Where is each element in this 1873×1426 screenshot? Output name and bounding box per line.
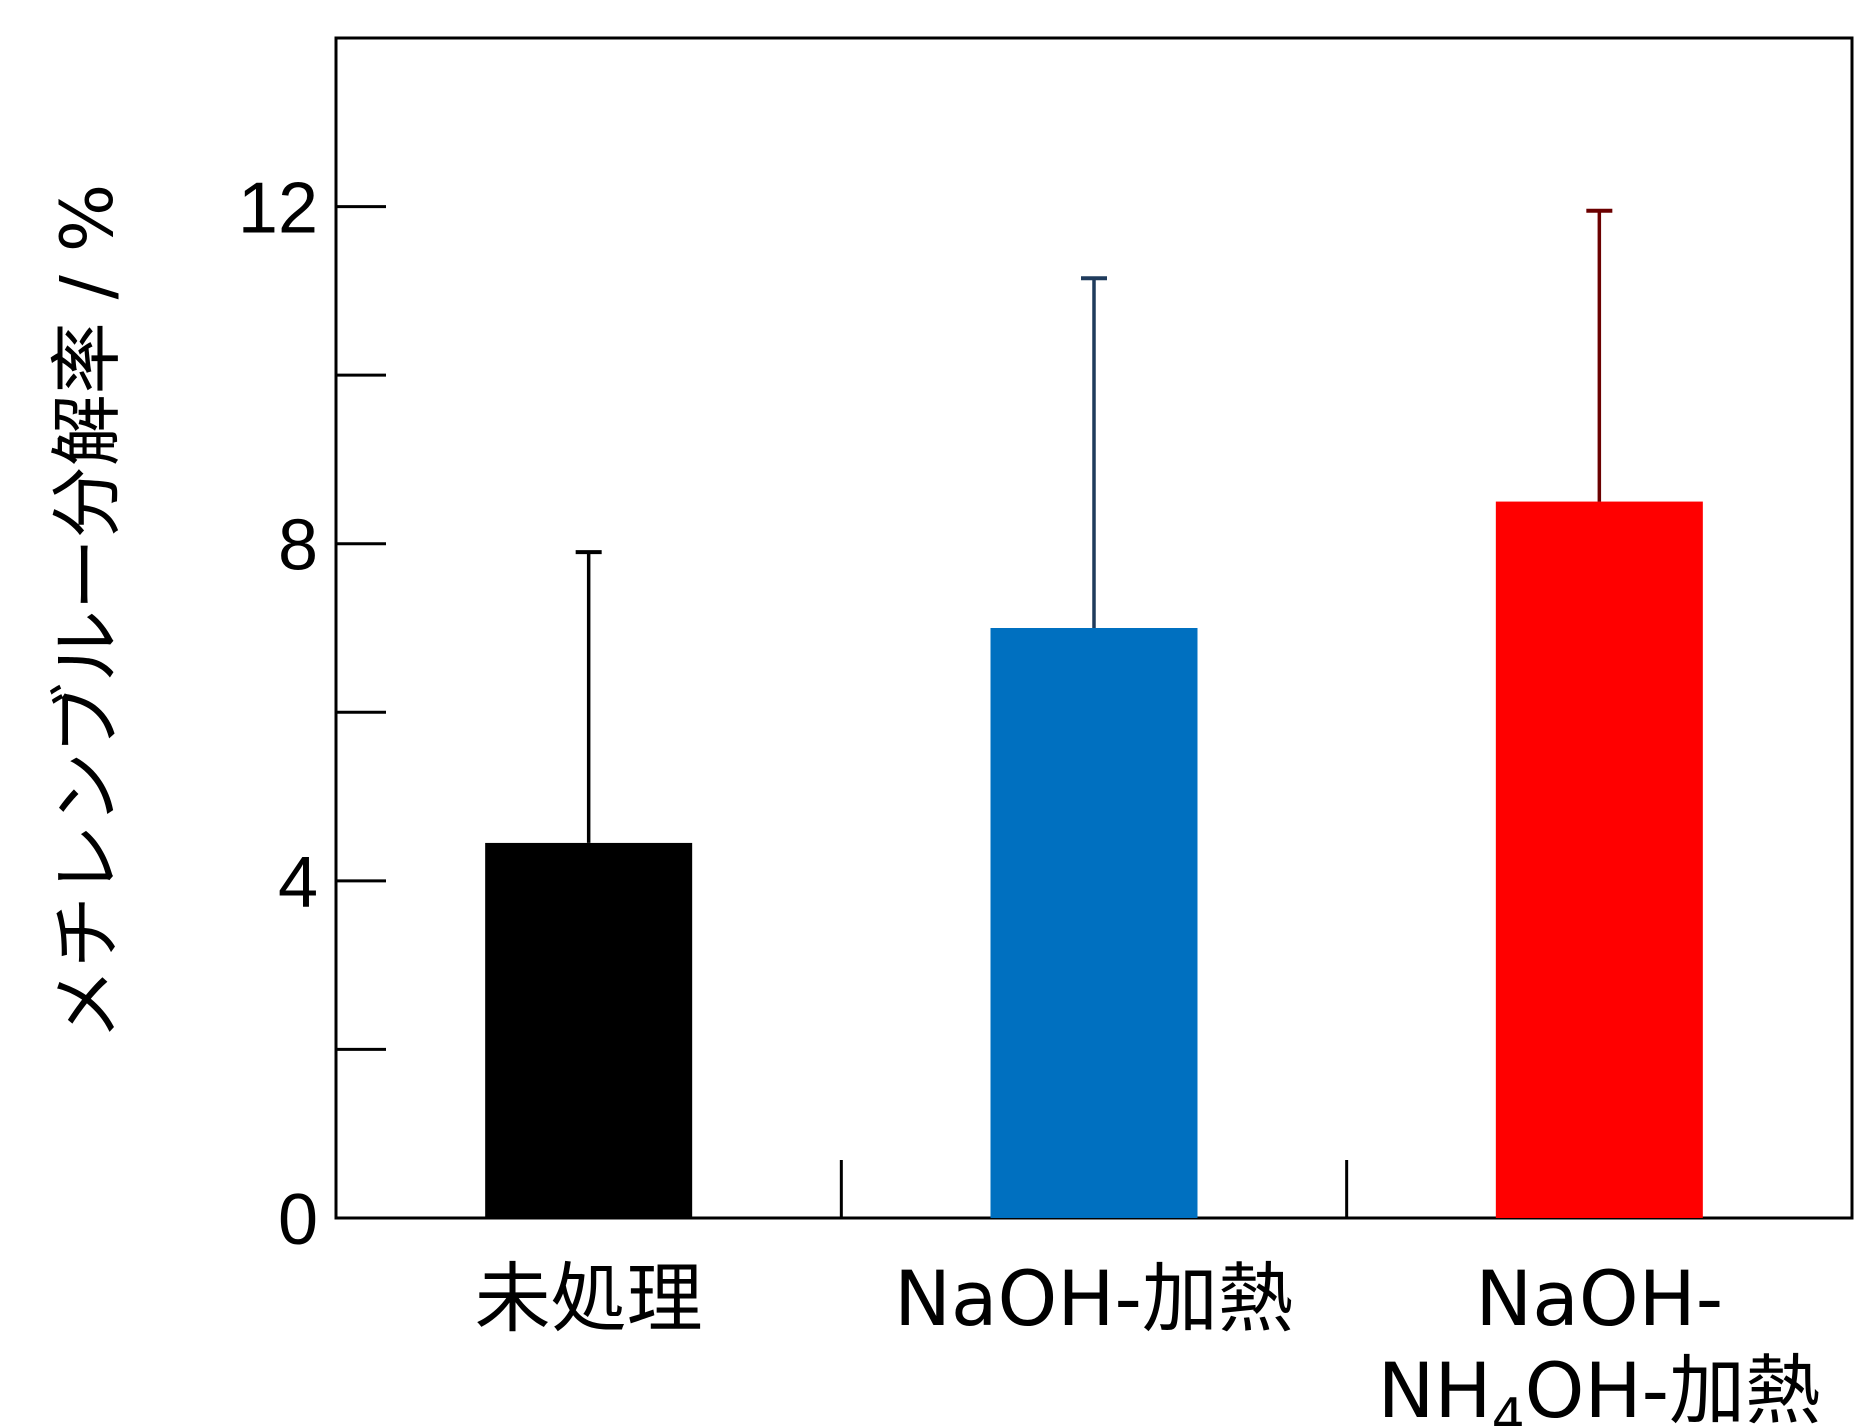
bar: [1495, 501, 1703, 1219]
bar: [990, 628, 1198, 1218]
bar: [485, 842, 693, 1218]
y-tick-label: 0: [278, 1180, 318, 1260]
category-label: NaOH-: [1475, 1254, 1723, 1343]
y-axis-label: メチレンブルー分解率 / %: [45, 184, 129, 1040]
y-tick-label: 12: [238, 169, 318, 249]
y-tick-label: 8: [278, 506, 318, 586]
bars: [485, 501, 1703, 1219]
error-bars: [575, 208, 1613, 843]
category-label: NaOH-加熱: [894, 1254, 1294, 1343]
category-label: NH4OH-加熱: [1378, 1346, 1822, 1426]
category-labels: 未処理 NaOH-加熱 NaOH-NH4OH-加熱: [475, 1254, 1821, 1426]
category-label: 未処理: [475, 1254, 703, 1343]
y-tick-label: 4: [278, 843, 318, 923]
y-axis-ticks: 0 4 8 12: [238, 169, 1349, 1260]
